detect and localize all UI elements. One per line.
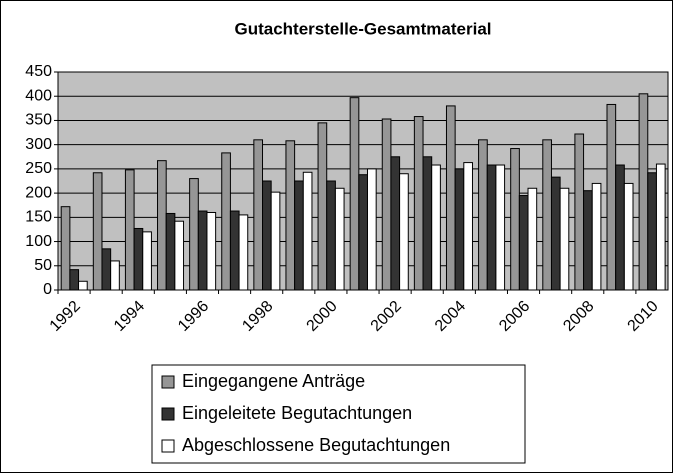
bar	[92, 172, 103, 291]
y-tick-label: 50	[34, 257, 52, 274]
bar	[390, 156, 401, 291]
bar	[238, 214, 249, 291]
bar	[358, 174, 368, 291]
bar	[510, 148, 520, 291]
bar	[463, 162, 473, 291]
legend-swatch	[161, 407, 175, 421]
bar	[189, 178, 199, 291]
y-tick-label: 100	[25, 233, 52, 250]
chart-title: Gutachterstelle-Gesamtmaterial	[235, 19, 492, 38]
bar	[647, 172, 657, 291]
bar	[78, 280, 88, 291]
bar	[229, 210, 240, 291]
bar	[422, 156, 433, 291]
bar	[221, 152, 231, 291]
bar	[101, 248, 112, 291]
legend-swatch	[161, 439, 175, 453]
bar	[478, 139, 488, 291]
y-tick-label: 450	[25, 63, 52, 80]
bar	[381, 118, 392, 291]
bar	[486, 164, 497, 291]
legend-swatch	[161, 375, 175, 389]
bar	[124, 169, 135, 291]
bar	[431, 164, 441, 291]
bar	[655, 163, 666, 291]
legend-box	[151, 364, 526, 464]
bar	[399, 173, 409, 291]
bar	[454, 168, 465, 291]
bar	[527, 187, 538, 291]
bar	[623, 182, 634, 291]
bar	[174, 220, 185, 291]
bar	[270, 191, 281, 291]
y-tick-label: 350	[25, 112, 52, 129]
bar	[495, 164, 506, 291]
bar	[262, 180, 272, 291]
bar	[69, 269, 80, 291]
legend-label: Eingeleitete Begutachtungen	[182, 403, 412, 423]
bar	[615, 164, 625, 291]
y-tick-label: 250	[25, 160, 52, 177]
bar	[157, 160, 167, 291]
bar	[591, 182, 602, 291]
bar	[294, 180, 304, 291]
bar	[606, 103, 617, 291]
legend-label: Abgeschlossene Begutachtungen	[182, 435, 450, 455]
bar	[638, 93, 649, 291]
y-tick-label: 150	[25, 209, 52, 226]
bar	[559, 187, 570, 291]
y-tick-label: 0	[43, 281, 52, 298]
bar	[574, 133, 585, 291]
bar	[253, 139, 264, 291]
bar	[60, 206, 71, 291]
y-tick-label: 400	[25, 87, 52, 104]
bar	[110, 260, 120, 291]
bar	[334, 187, 345, 291]
y-tick-label: 300	[25, 136, 52, 153]
bar	[197, 210, 208, 291]
bar	[142, 231, 152, 291]
bar	[302, 171, 313, 291]
bar	[518, 195, 529, 291]
legend-label: Eingegangene Anträge	[182, 371, 365, 391]
bar	[133, 227, 144, 291]
bar	[349, 97, 360, 291]
y-tick-label: 200	[25, 184, 52, 201]
bar	[317, 122, 328, 291]
bar	[550, 176, 561, 291]
bar	[326, 180, 336, 291]
bar	[206, 211, 217, 291]
bar	[413, 116, 424, 291]
bar	[285, 140, 296, 291]
bar	[165, 212, 176, 291]
bar	[542, 139, 552, 291]
bar	[445, 105, 456, 291]
bar	[583, 190, 593, 291]
bar	[366, 168, 377, 291]
